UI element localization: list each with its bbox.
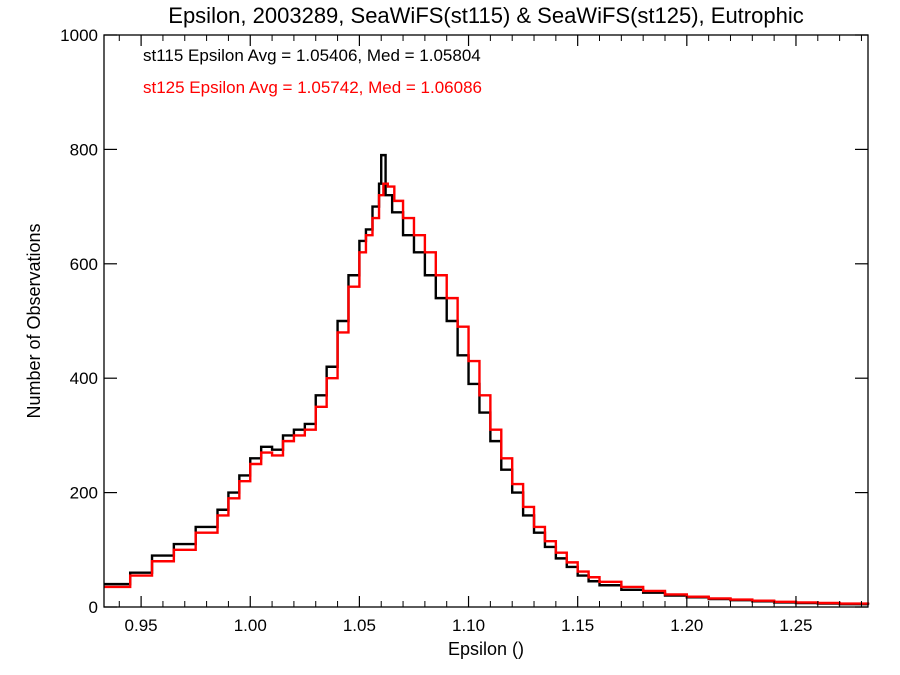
x-tick-label: 1.00 xyxy=(234,616,267,635)
st115-stats-annotation: st115 Epsilon Avg = 1.05406, Med = 1.058… xyxy=(143,46,481,65)
y-axis-label: Number of Observations xyxy=(24,223,44,418)
y-tick-label: 600 xyxy=(70,255,98,274)
y-tick-label: 200 xyxy=(70,484,98,503)
x-tick-label: 1.20 xyxy=(670,616,703,635)
x-tick-label: 1.15 xyxy=(561,616,594,635)
y-tick-label: 0 xyxy=(89,598,98,617)
x-tick-label: 1.25 xyxy=(779,616,812,635)
x-tick-label: 1.05 xyxy=(343,616,376,635)
x-axis-label: Epsilon () xyxy=(448,639,524,659)
x-tick-label: 1.10 xyxy=(452,616,485,635)
plot-frame xyxy=(103,34,869,608)
st125-histogram-line xyxy=(104,182,870,605)
chart-title: Epsilon, 2003289, SeaWiFS(st115) & SeaWi… xyxy=(168,3,803,28)
ticks-layer: 0.95 1.00 1.05 1.10 1.15 1.20 1.25 0 200 400 600 80… xyxy=(60,26,868,635)
st115-histogram-line xyxy=(104,153,870,606)
y-tick-label: 400 xyxy=(70,369,98,388)
st125-stats-annotation: st125 Epsilon Avg = 1.05742, Med = 1.060… xyxy=(143,78,482,97)
y-tick-label: 1000 xyxy=(60,26,98,45)
series-layer xyxy=(104,153,870,606)
y-tick-label: 800 xyxy=(70,140,98,159)
x-tick-label: 0.95 xyxy=(125,616,158,635)
